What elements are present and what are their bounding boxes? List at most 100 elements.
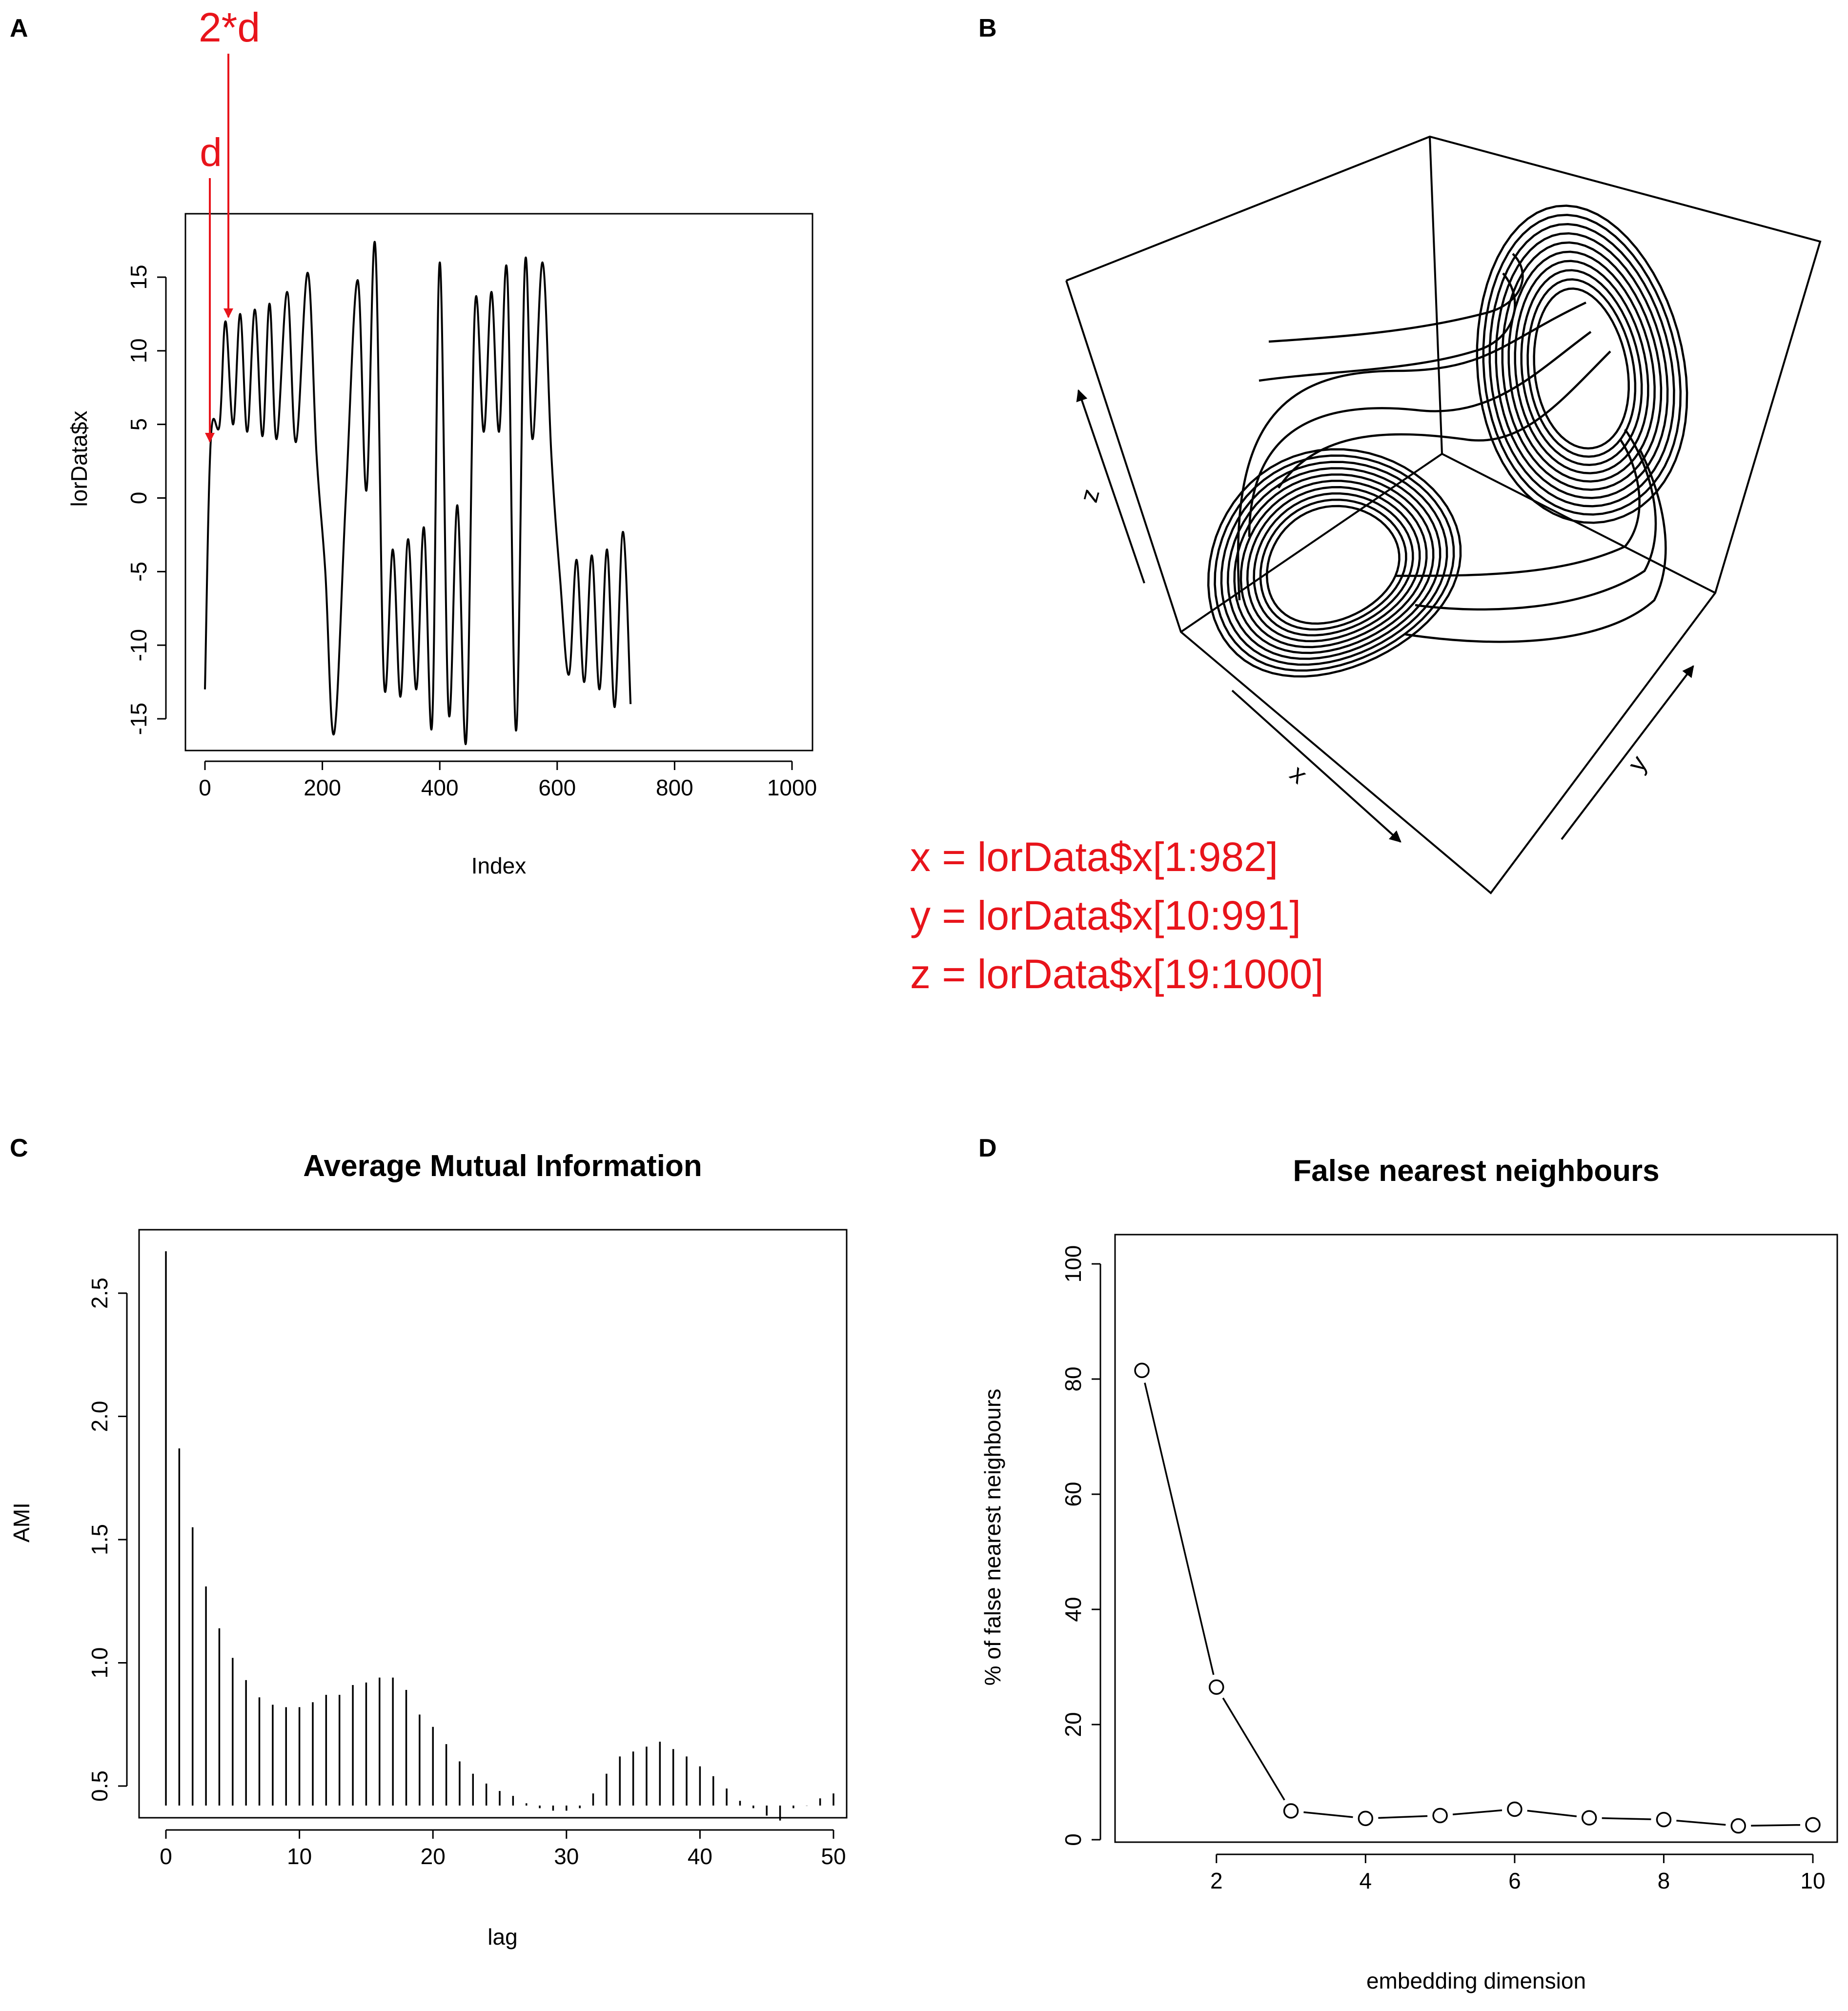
panel-d-series-segment xyxy=(1144,1382,1215,1675)
panel-d-point xyxy=(1581,1810,1597,1826)
panel-d-series-segment xyxy=(1378,1815,1428,1819)
panel-a-ytick-label: 0 xyxy=(126,492,151,505)
panel-letter-a: A xyxy=(10,14,28,42)
panel-d-ytick-label: 0 xyxy=(1060,1833,1086,1846)
panel-a-ytick-label: 5 xyxy=(126,418,151,431)
panel-b-attractor-loop xyxy=(1246,486,1421,643)
panel-b-attractor-sweep xyxy=(1259,272,1516,382)
panel-c-title: Average Mutual Information xyxy=(303,1149,702,1183)
panel-d-point xyxy=(1656,1811,1672,1828)
panel-b-attractor-curves xyxy=(1207,204,1688,678)
panel-d-series-segment xyxy=(1222,1697,1285,1801)
panel-d-series-segment xyxy=(1676,1820,1726,1826)
panel-d-xtick-label: 2 xyxy=(1210,1868,1223,1893)
panel-d-series-segment xyxy=(1751,1824,1801,1827)
panel-d-series-segment xyxy=(1527,1809,1577,1817)
panel-d-xtick-label: 8 xyxy=(1658,1868,1670,1893)
panel-d-plot-frame xyxy=(1114,1234,1838,1843)
panel-a-chart: 0 200 400 600 800 1000 -15 -10 -5 0 5 10 15 Index lo… xyxy=(66,4,817,878)
panel-a-ytick-label: 10 xyxy=(126,338,151,363)
panel-d-xtick-label: 10 xyxy=(1800,1868,1825,1893)
panel-b-box-edge-vertical xyxy=(1429,136,1443,454)
panel-c-chart: Average Mutual Information 0 10 20 30 40 50 0.… xyxy=(9,1149,848,1950)
panel-b-attractor-loop xyxy=(1495,232,1669,499)
panel-c-xtick-label: 0 xyxy=(160,1844,172,1869)
panel-c-xlabel: lag xyxy=(487,1924,517,1950)
panel-b-attractor-sweep xyxy=(1268,253,1524,343)
panel-b-attractor-sweep xyxy=(1237,301,1586,601)
panel-d-xlabel: embedding dimension xyxy=(1366,1968,1586,1993)
panel-b-attractor-sweep xyxy=(1405,448,1667,643)
panel-b-attractor-loop xyxy=(1214,454,1455,672)
panel-b-attractor-sweep xyxy=(1395,438,1641,577)
panel-d-ytick-label: 20 xyxy=(1060,1712,1086,1737)
panel-d-point xyxy=(1805,1817,1821,1833)
panel-b-attractor-loop xyxy=(1207,448,1462,678)
panel-letter-c: C xyxy=(10,1134,28,1162)
panel-d-point xyxy=(1730,1818,1746,1834)
panel-c-ytick-label: 2.5 xyxy=(87,1278,112,1309)
panel-d-title: False nearest neighbours xyxy=(1293,1154,1659,1188)
panel-b-x-axis-arrow xyxy=(1231,690,1401,843)
panel-d-ytick-label: 80 xyxy=(1060,1366,1086,1391)
panel-d-point xyxy=(1358,1810,1374,1827)
panel-a-xtick-label: 400 xyxy=(421,775,459,800)
annotation-2d-label: 2*d xyxy=(199,4,260,50)
panel-b-y-axis-arrow xyxy=(1561,665,1694,840)
panel-d-ytick-label: 100 xyxy=(1060,1245,1086,1283)
panel-b-attractor-loop xyxy=(1501,241,1663,491)
panel-c-xtick-label: 10 xyxy=(287,1844,312,1869)
panel-d-series-segment xyxy=(1303,1811,1353,1818)
panel-b-attractor-sweep xyxy=(1415,428,1657,611)
panel-a-xtick-label: 600 xyxy=(538,775,576,800)
panel-d-ylabel: % of false nearest neighbours xyxy=(980,1389,1005,1686)
panel-a-xtick-label: 1000 xyxy=(767,775,817,800)
panel-d-xtick-label: 4 xyxy=(1360,1868,1372,1893)
panel-d-chart: False nearest neighbours 2 4 6 8 10020406080… xyxy=(980,1154,1838,1993)
panel-a-xtick-label: 200 xyxy=(304,775,341,800)
panel-a-ylabel: lorData$x xyxy=(66,411,92,507)
panel-d-point xyxy=(1283,1803,1299,1819)
panel-b-attractor-sweep xyxy=(1278,350,1611,489)
panel-d-xtick-label: 6 xyxy=(1508,1868,1521,1893)
panel-d-series-segment xyxy=(1602,1817,1651,1820)
panel-b-attractor-loop xyxy=(1482,214,1682,516)
panel-b-z-axis-arrow xyxy=(1076,389,1145,584)
panel-b-eq-x: x = lorData$x[1:982] xyxy=(910,834,1278,880)
panel-b-attractor-loop xyxy=(1226,467,1442,660)
panel-c-ytick-label: 1.5 xyxy=(87,1524,112,1555)
panel-a-series-line xyxy=(204,241,632,745)
panel-a-xtick-label: 800 xyxy=(656,775,693,800)
panel-d-ytick-label: 60 xyxy=(1060,1482,1086,1506)
panel-b-eq-y: y = lorData$x[10:991] xyxy=(910,893,1301,938)
annotation-d-label: d xyxy=(200,130,222,175)
panel-a-xlabel: Index xyxy=(471,853,527,878)
panel-a-ytick-label: -10 xyxy=(126,629,151,661)
panel-letter-b: B xyxy=(978,14,997,42)
panel-b-attractor-loop xyxy=(1514,260,1649,474)
panel-b-attractor-loop xyxy=(1265,505,1401,625)
panel-b-attractor-loop xyxy=(1259,498,1407,631)
panel-c-plot-frame xyxy=(138,1229,848,1819)
panel-b-y-label: y xyxy=(1623,751,1653,777)
panel-c-ytick-label: 2.0 xyxy=(87,1401,112,1432)
panel-b-attractor-loop xyxy=(1253,492,1414,637)
panel-b-x-label: x xyxy=(1284,759,1312,789)
panel-c-xtick-label: 30 xyxy=(554,1844,579,1869)
panel-b-attractor-loop xyxy=(1233,473,1435,654)
panel-b-z-label: z xyxy=(1075,486,1105,506)
panel-a-xtick-label: 0 xyxy=(199,775,211,800)
panel-b-attractor-sweep xyxy=(1248,331,1592,537)
panel-d-point xyxy=(1507,1801,1523,1817)
panel-c-xtick-label: 20 xyxy=(421,1844,446,1869)
panel-a-ytick-label: -15 xyxy=(126,703,151,735)
panel-b-3d-plot xyxy=(1065,135,1822,894)
panel-c-ylabel: AMI xyxy=(9,1503,34,1543)
panel-c-xtick-label: 50 xyxy=(821,1844,846,1869)
panel-a-ytick-label: 15 xyxy=(126,264,151,289)
panel-b-eq-z: z = lorData$x[19:1000] xyxy=(910,951,1324,997)
panel-letter-d: D xyxy=(978,1134,997,1162)
panel-b-attractor-loop xyxy=(1488,223,1675,508)
panel-b-box-edge-right xyxy=(1442,453,1716,594)
